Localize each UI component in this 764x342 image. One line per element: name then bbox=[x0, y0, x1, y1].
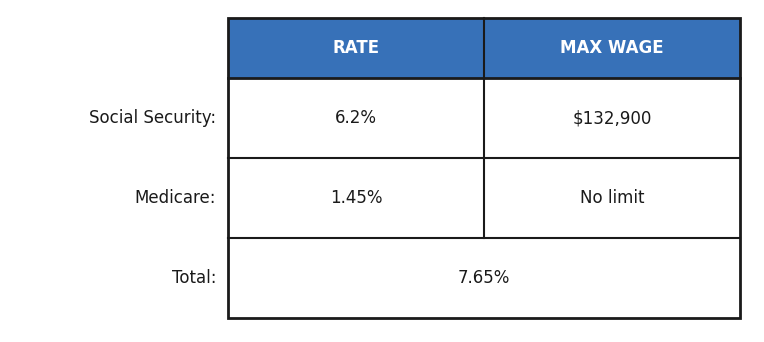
Text: Social Security:: Social Security: bbox=[89, 109, 216, 127]
Text: 1.45%: 1.45% bbox=[330, 189, 382, 207]
Text: Total:: Total: bbox=[171, 269, 216, 287]
Bar bbox=[228, 18, 740, 78]
Text: Medicare:: Medicare: bbox=[134, 189, 216, 207]
Bar bbox=[228, 238, 740, 318]
Text: 7.65%: 7.65% bbox=[458, 269, 510, 287]
Text: RATE: RATE bbox=[332, 39, 380, 57]
Text: MAX WAGE: MAX WAGE bbox=[560, 39, 664, 57]
Bar bbox=[228, 158, 740, 238]
Text: 6.2%: 6.2% bbox=[335, 109, 377, 127]
Bar bbox=[228, 18, 740, 318]
Bar bbox=[228, 78, 740, 158]
Text: No limit: No limit bbox=[580, 189, 644, 207]
Text: $132,900: $132,900 bbox=[572, 109, 652, 127]
